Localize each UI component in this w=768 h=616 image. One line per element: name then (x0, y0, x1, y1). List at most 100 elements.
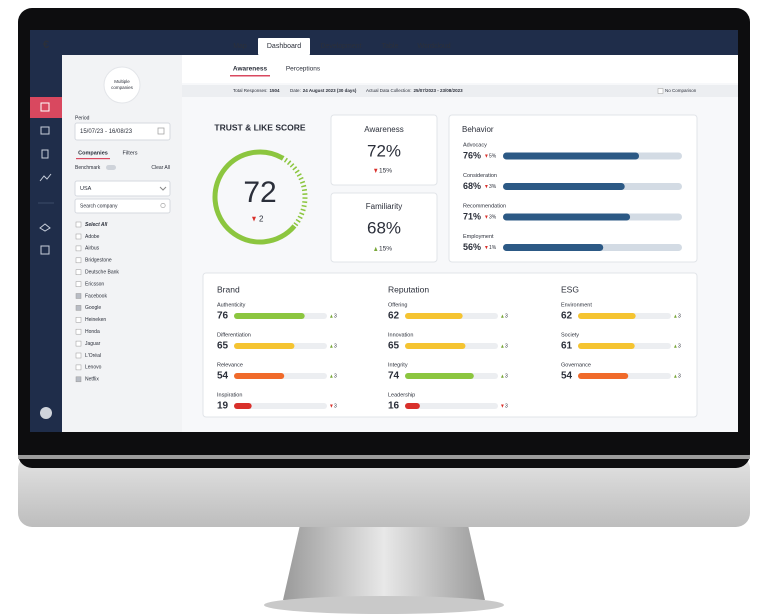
info-bar (182, 85, 738, 97)
gauge-rest (280, 155, 308, 228)
card-value: 68% (367, 218, 401, 237)
company-name[interactable]: Honda (85, 329, 100, 335)
rail-icon[interactable] (39, 173, 52, 182)
info-item: Date: 24 August 2023 (30 days) (290, 88, 357, 93)
behavior-label: Advocacy (463, 142, 487, 148)
checkbox[interactable] (75, 293, 82, 299)
checkbox[interactable] (75, 328, 82, 335)
behavior-change: 1% (489, 245, 497, 251)
rail-icon[interactable] (40, 126, 50, 135)
company-name[interactable]: Bridgestone (85, 258, 112, 264)
behavior-change: 5% (489, 153, 497, 159)
change-arrow (330, 374, 333, 378)
group-title: Brand (217, 284, 240, 294)
change-arrow (501, 314, 504, 318)
trust-score: 72 (243, 176, 276, 209)
checkbox[interactable] (75, 364, 82, 371)
nav-tab[interactable]: Dashboard (267, 43, 301, 50)
nav-tab[interactable]: Wordcloud (417, 43, 450, 50)
active-rail-icon[interactable] (30, 97, 62, 118)
trust-title: TRUST & LIKE SCORE (214, 122, 305, 132)
checkbox[interactable] (75, 281, 82, 287)
checkbox[interactable] (75, 221, 82, 228)
group-title: ESG (561, 284, 579, 294)
benchmark-toggle[interactable] (106, 165, 116, 170)
company-name[interactable]: Google (85, 305, 101, 311)
subtab[interactable]: Awareness (233, 66, 268, 73)
card-change: 15% (379, 246, 392, 253)
score-label: Leadership (388, 392, 415, 398)
bar (503, 152, 640, 160)
checkbox[interactable] (75, 257, 82, 264)
change-arrow (330, 404, 333, 408)
card-title: Familiarity (366, 202, 402, 211)
behavior-value: 71% (463, 211, 481, 221)
checkbox[interactable] (75, 305, 82, 311)
company-name[interactable]: Jaguar (85, 341, 101, 347)
period-value[interactable]: 15/07/23 - 16/08/23 (80, 129, 133, 135)
nav-tab[interactable]: Table (382, 43, 399, 50)
nav-tab[interactable]: Development (320, 43, 361, 50)
user-avatar[interactable] (40, 407, 52, 419)
comparison-checkbox[interactable] (657, 88, 664, 94)
company-name[interactable]: Heineken (85, 317, 106, 323)
country-select[interactable] (74, 180, 171, 197)
bar (234, 343, 295, 349)
top-nav (30, 30, 738, 55)
company-name[interactable]: Adobe (85, 234, 100, 240)
bar (578, 313, 636, 319)
subtab[interactable]: Perceptions (286, 66, 321, 73)
company-name[interactable]: Deutsche Bank (85, 270, 119, 276)
bar-track (234, 403, 327, 409)
benchmark-label: Benchmark (75, 165, 101, 171)
score-change: 3 (334, 343, 337, 349)
change-arrow (485, 184, 488, 189)
score-label: Offering (388, 302, 407, 308)
clear-all[interactable]: Clear All (151, 165, 170, 171)
bar (503, 183, 625, 190)
company-name[interactable]: Netflix (85, 377, 99, 383)
checkbox[interactable] (75, 245, 82, 252)
company-name[interactable]: Facebook (85, 293, 107, 299)
active-tab[interactable] (258, 38, 310, 55)
score-label: Inspiration (217, 392, 242, 398)
select-all[interactable]: Select All (85, 222, 108, 228)
score-label: Differentiation (217, 332, 251, 338)
stand-neck (283, 525, 485, 600)
checkbox[interactable] (75, 376, 82, 383)
behavior-change: 3% (489, 214, 497, 220)
score-value: 65 (217, 341, 229, 352)
search-input[interactable] (74, 198, 171, 214)
rail-icon[interactable] (39, 223, 51, 232)
score-label: Society (561, 332, 579, 338)
company-name[interactable]: L'Oréal (85, 353, 101, 359)
checkbox[interactable] (75, 352, 82, 359)
calendar-icon (157, 127, 165, 135)
change-arrow (374, 246, 378, 251)
checkbox[interactable] (75, 269, 82, 275)
bar (405, 313, 463, 319)
change-arrow (485, 245, 488, 250)
behavior-label: Employment (463, 234, 494, 240)
score-value: 61 (561, 341, 573, 352)
bar (405, 403, 420, 409)
score-value: 74 (388, 371, 400, 382)
company-name[interactable]: Lenovo (85, 365, 102, 371)
sidebar-tab[interactable]: Companies (78, 150, 108, 156)
change-arrow (501, 344, 504, 348)
period-input[interactable] (74, 122, 171, 141)
rail-icon[interactable] (41, 149, 49, 159)
checkbox[interactable] (75, 340, 82, 347)
checkbox[interactable] (75, 317, 82, 323)
rail-icon[interactable] (40, 245, 50, 255)
nav-tab[interactable]: Map (233, 43, 247, 50)
bar (503, 244, 604, 251)
company-name[interactable]: Airbus (85, 246, 100, 252)
score-change: 3 (678, 373, 681, 379)
company-name[interactable]: Ericsson (85, 281, 104, 287)
sidebar-tab[interactable]: Filters (123, 150, 138, 156)
bar (503, 213, 631, 221)
checkbox[interactable] (75, 233, 82, 240)
familiarity-card (330, 192, 438, 263)
